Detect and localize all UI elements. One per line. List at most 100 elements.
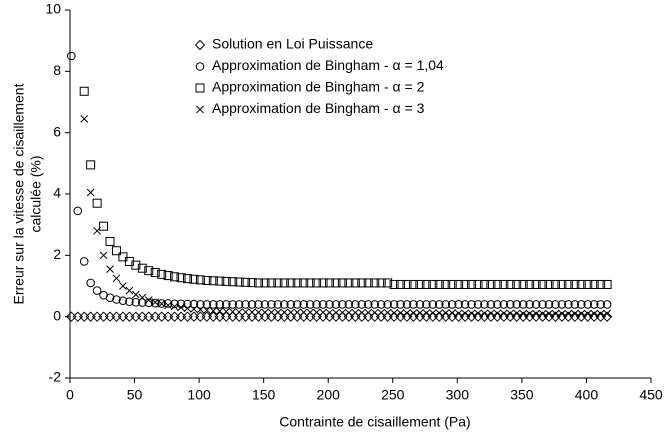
marker xyxy=(434,300,444,309)
marker xyxy=(409,300,418,309)
marker xyxy=(266,311,277,322)
marker xyxy=(383,278,393,288)
marker xyxy=(221,276,231,286)
marker xyxy=(603,309,611,318)
marker xyxy=(99,221,109,231)
marker xyxy=(338,308,347,317)
marker xyxy=(215,276,225,286)
marker xyxy=(369,311,380,322)
marker xyxy=(228,307,237,316)
marker xyxy=(583,300,593,309)
marker xyxy=(138,293,147,302)
marker xyxy=(447,300,457,309)
x-tick-label: 150 xyxy=(252,387,276,403)
marker xyxy=(163,271,173,281)
marker xyxy=(409,309,418,317)
marker xyxy=(111,311,122,322)
marker xyxy=(563,279,573,289)
marker xyxy=(304,311,316,322)
marker xyxy=(519,309,528,318)
marker xyxy=(576,300,586,309)
marker xyxy=(331,300,341,309)
marker xyxy=(525,279,535,289)
marker xyxy=(106,265,114,273)
marker xyxy=(350,278,360,288)
marker xyxy=(583,279,593,289)
marker xyxy=(351,300,360,309)
marker xyxy=(305,300,315,309)
marker xyxy=(118,252,128,262)
marker xyxy=(85,311,96,322)
marker xyxy=(376,278,386,288)
marker xyxy=(467,309,476,318)
marker xyxy=(312,278,322,288)
marker xyxy=(273,300,283,309)
marker xyxy=(332,308,340,317)
marker xyxy=(499,309,508,318)
marker xyxy=(383,308,392,317)
marker xyxy=(350,311,361,322)
marker xyxy=(118,296,128,306)
marker xyxy=(596,309,605,318)
x-tick-label: 200 xyxy=(317,387,341,403)
marker xyxy=(202,275,212,285)
marker xyxy=(196,305,205,314)
marker xyxy=(240,311,251,322)
marker xyxy=(343,311,355,322)
marker xyxy=(111,246,121,256)
marker xyxy=(112,274,121,283)
marker xyxy=(253,311,264,322)
marker xyxy=(182,274,192,284)
marker xyxy=(241,308,250,316)
marker xyxy=(170,272,180,282)
legend-label: Approximation de Bingham - α = 3 xyxy=(212,100,425,116)
marker xyxy=(402,279,412,289)
marker xyxy=(235,308,243,316)
marker xyxy=(209,300,218,309)
marker xyxy=(319,308,327,317)
marker xyxy=(99,251,108,260)
marker xyxy=(279,278,289,288)
y-tick-label: -2 xyxy=(49,369,62,385)
marker xyxy=(131,290,140,299)
marker xyxy=(241,300,250,309)
marker xyxy=(157,299,166,308)
marker xyxy=(92,286,102,295)
marker xyxy=(91,311,103,322)
marker xyxy=(589,279,599,289)
marker xyxy=(266,278,276,288)
marker xyxy=(460,279,470,289)
marker xyxy=(222,307,231,316)
marker xyxy=(596,279,606,289)
legend-marker xyxy=(196,105,204,114)
marker xyxy=(117,311,129,322)
marker xyxy=(228,277,238,287)
marker xyxy=(254,308,263,317)
marker xyxy=(164,301,172,310)
marker xyxy=(183,304,192,313)
marker xyxy=(396,300,405,309)
marker xyxy=(596,300,605,309)
marker xyxy=(337,278,347,288)
y-tick-label: 6 xyxy=(53,123,61,139)
marker xyxy=(86,278,95,288)
marker xyxy=(79,86,89,96)
marker xyxy=(93,226,101,235)
marker xyxy=(246,311,258,322)
marker xyxy=(176,273,186,283)
marker xyxy=(421,279,431,289)
marker xyxy=(454,309,463,318)
marker xyxy=(602,300,612,309)
marker xyxy=(422,300,431,309)
x-tick-label: 300 xyxy=(446,387,470,403)
marker xyxy=(538,309,547,318)
marker xyxy=(370,278,380,288)
marker xyxy=(286,308,295,317)
y-tick-label: 0 xyxy=(53,307,61,323)
legend-marker xyxy=(195,83,205,93)
marker xyxy=(312,308,321,317)
marker xyxy=(73,206,83,216)
marker xyxy=(525,309,534,318)
marker xyxy=(590,309,599,318)
marker xyxy=(487,309,495,318)
